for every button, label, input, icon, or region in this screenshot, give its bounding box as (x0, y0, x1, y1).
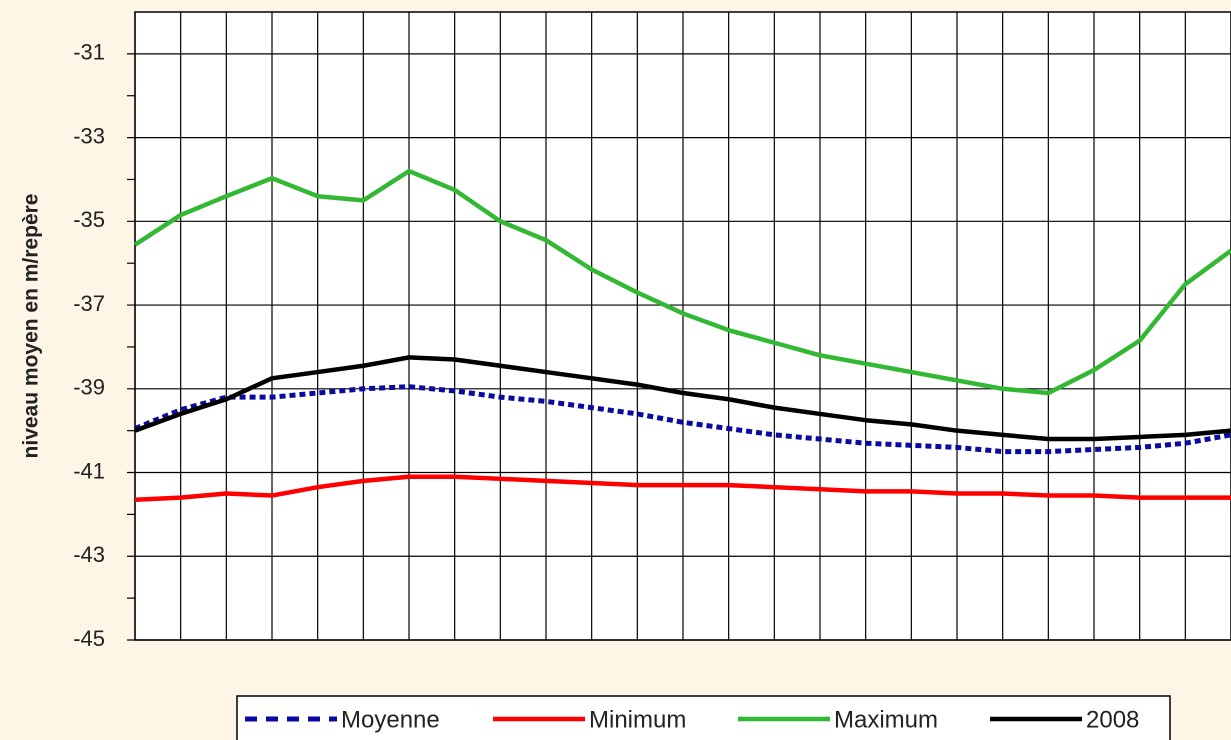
legend-label: 2008 (1086, 706, 1139, 733)
y-tick-label: -33 (73, 123, 105, 148)
series-line (133, 168, 1231, 396)
legend-box (236, 695, 1171, 740)
legend-label: Maximum (834, 706, 938, 733)
legend-label: Minimum (589, 706, 686, 733)
y-tick-label: -31 (73, 40, 105, 65)
y-tick-label: -35 (73, 207, 105, 232)
series-line (134, 384, 1231, 455)
y-tick-label: -39 (73, 375, 105, 400)
y-axis-label: niveau moyen en m/repère (20, 194, 43, 459)
y-tick-label: -41 (73, 458, 105, 483)
series-line (134, 474, 1231, 502)
y-tick-label: -45 (73, 626, 105, 651)
plot-border (134, 11, 1231, 641)
y-tick-label: -37 (73, 291, 105, 316)
legend-label: Moyenne (341, 706, 440, 733)
y-tick-label: -43 (73, 542, 105, 567)
series-line (134, 355, 1231, 442)
